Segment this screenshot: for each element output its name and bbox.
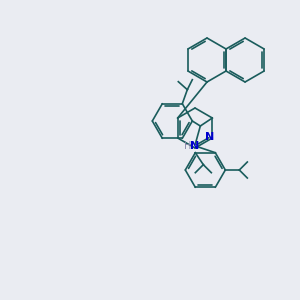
Text: N: N — [205, 132, 214, 142]
Text: H: H — [184, 141, 191, 151]
Text: N: N — [190, 141, 199, 151]
